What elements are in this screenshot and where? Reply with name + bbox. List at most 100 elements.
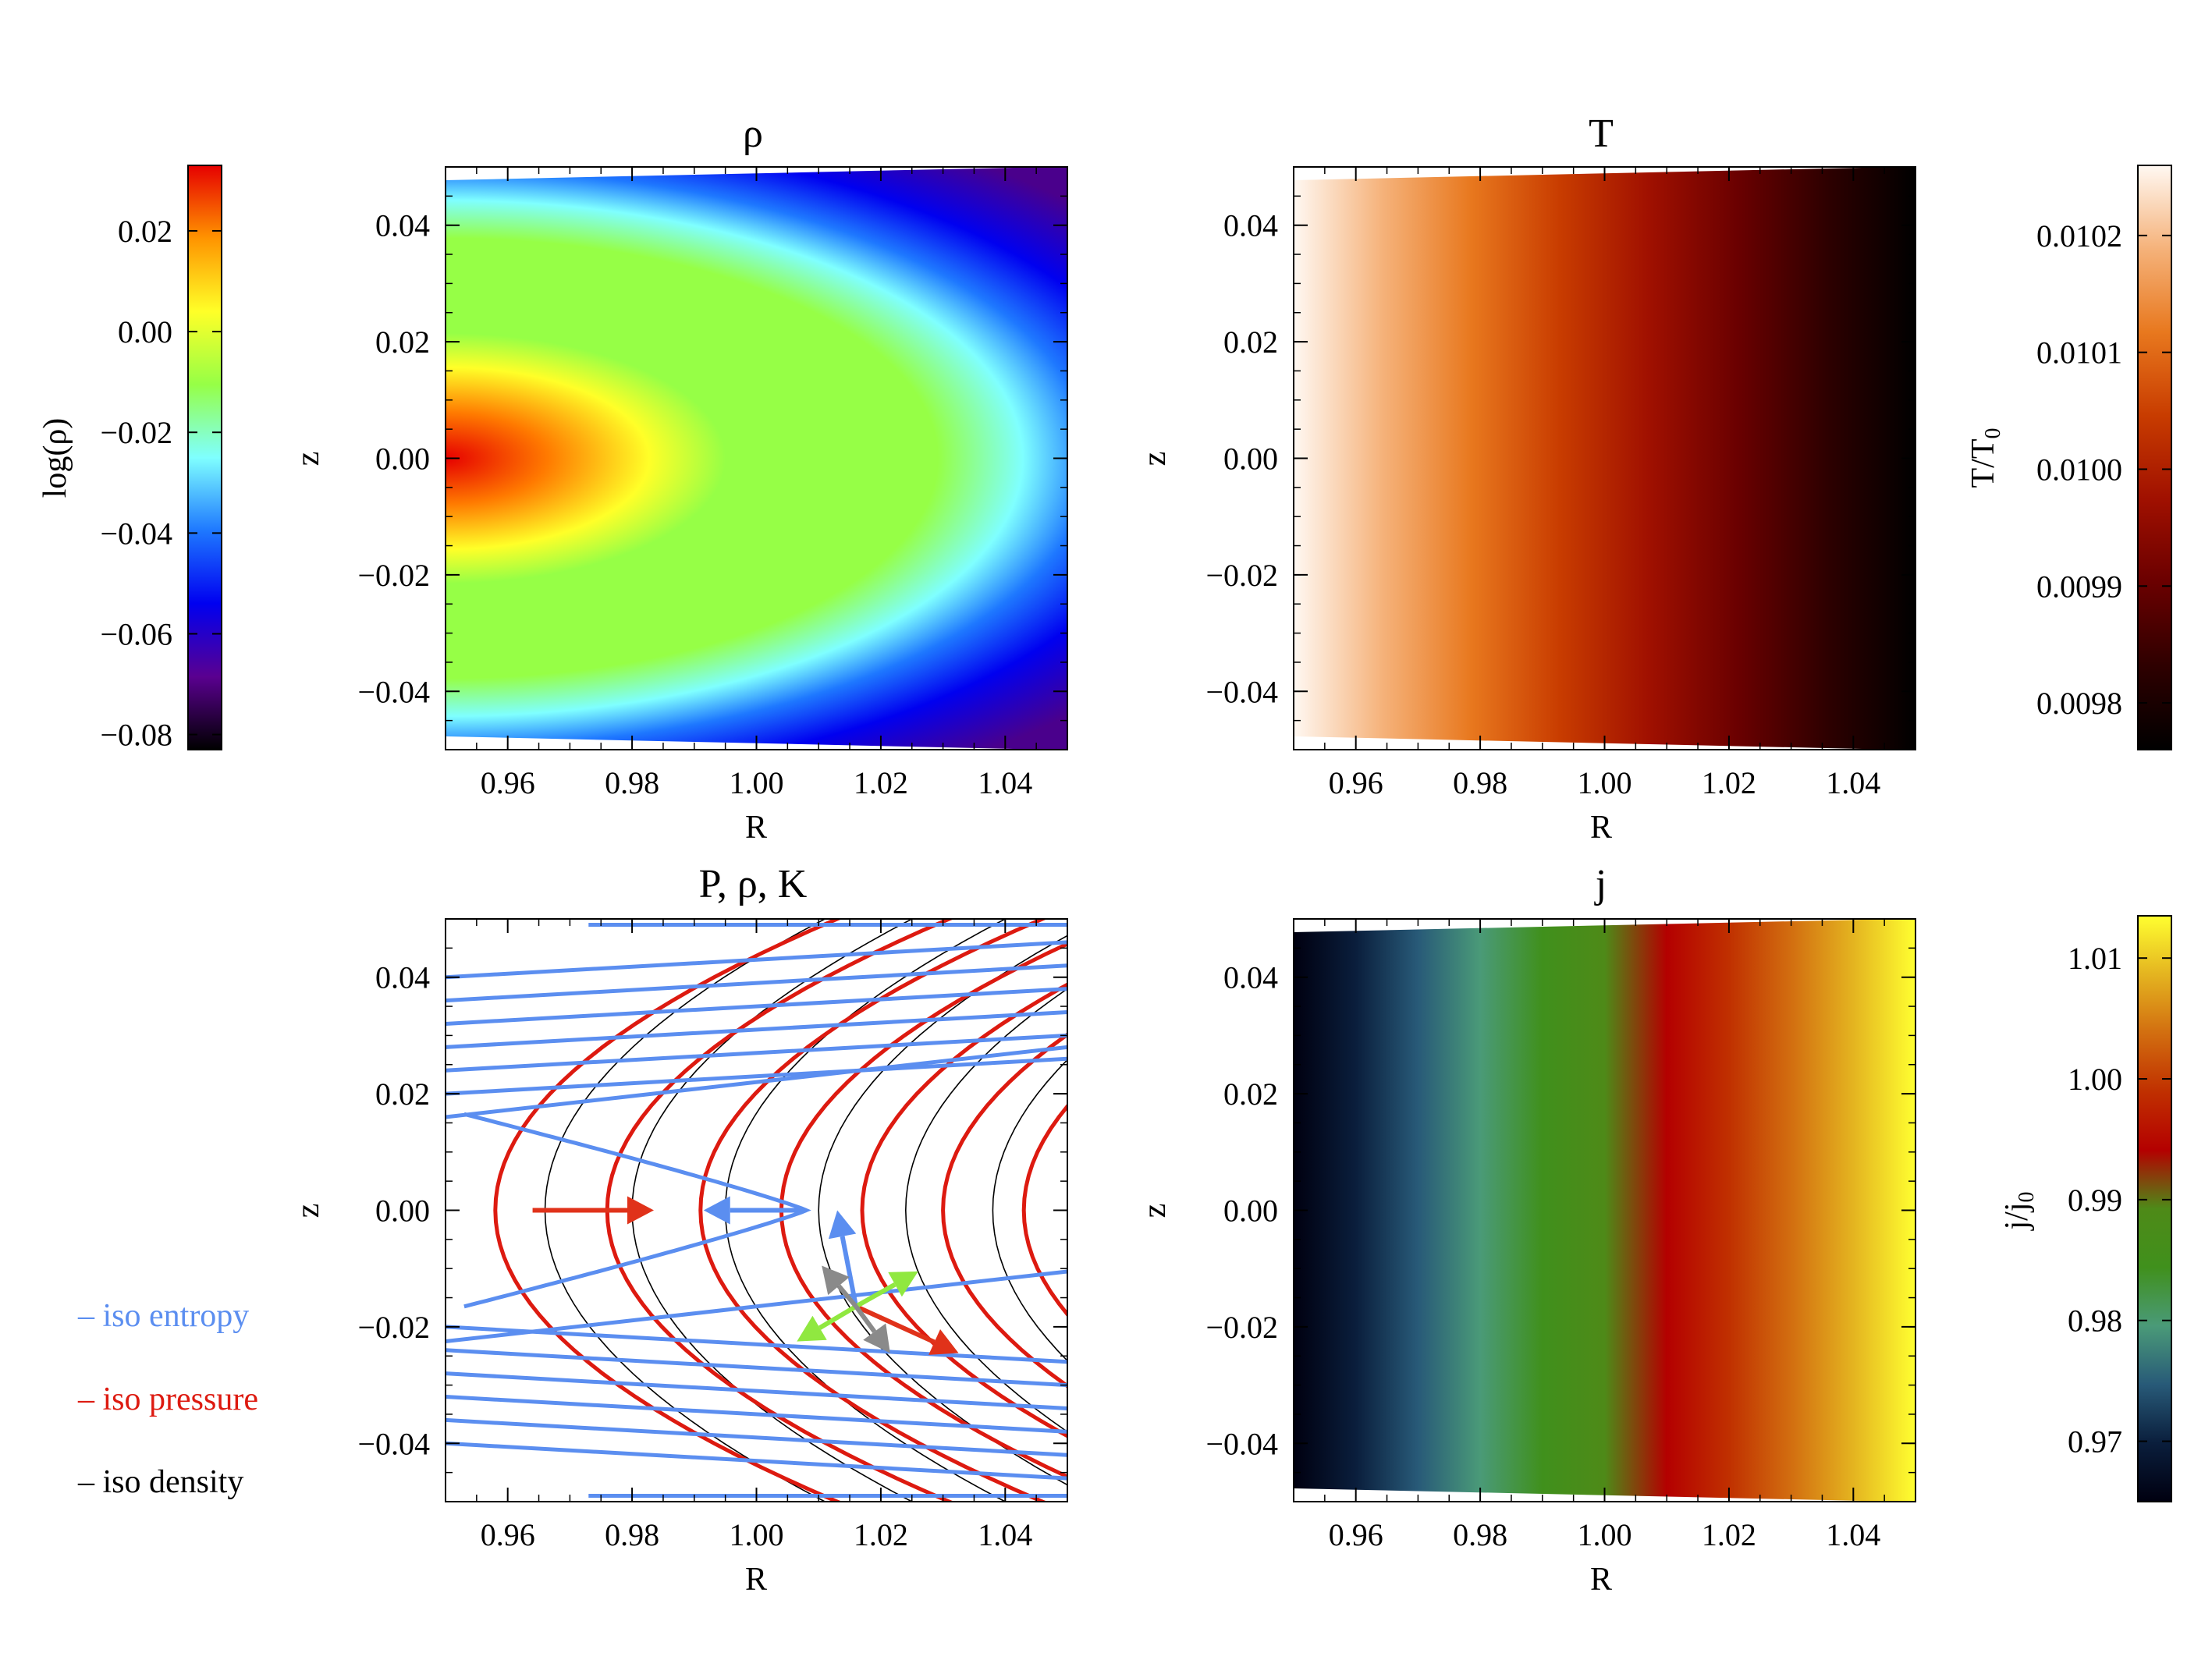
colorbar-tick-label: 1.00 — [2068, 1062, 2122, 1097]
domain-mask — [1294, 167, 1898, 180]
iso-entropy-line — [446, 1348, 1067, 1388]
iso-entropy-line — [446, 1045, 1067, 1119]
y-tick-label: −0.04 — [1205, 1426, 1278, 1461]
colorbar-tick-label: −0.08 — [100, 718, 172, 753]
iso-pressure-line — [493, 919, 843, 1502]
density-gradient-arrow — [797, 1304, 857, 1342]
domain-mask — [1294, 736, 1898, 750]
x-tick-label: 0.98 — [605, 1517, 659, 1552]
x-axis-label-temperature: R — [1590, 810, 1612, 846]
domain-mask — [446, 736, 1049, 750]
iso-pressure-line — [941, 1032, 1067, 1389]
iso-pressure-line — [698, 919, 1048, 1502]
colorbar-tick-label: 1.01 — [2068, 941, 2122, 976]
iso-entropy-line — [446, 1269, 1067, 1344]
colorbar-tick-label: 0.0101 — [2036, 335, 2122, 371]
angular-momentum-arrow — [822, 1265, 858, 1308]
domain-mask — [1294, 919, 1898, 932]
panel-contours: P, ρ, K 0.96 0.98 1.00 1.02 1.04 0.04 0.02 0.00… — [77, 862, 1068, 1598]
colorbar-tick-label: 0.0100 — [2036, 452, 2122, 487]
iso-entropy-line — [446, 940, 1067, 980]
colorbar-tick-label: 0.98 — [2068, 1304, 2122, 1339]
y-tick-label: 0.00 — [1223, 442, 1278, 477]
x-axis-label-j: R — [1590, 1562, 1612, 1598]
y-tick-label: 0.00 — [1223, 1194, 1278, 1229]
colorbar-frame — [2137, 915, 2172, 1502]
colorbar-tick-label: −0.02 — [100, 415, 172, 450]
iso-density-line — [992, 1059, 1067, 1362]
panel-title-temperature: T — [1589, 112, 1614, 156]
colorbar-tick-label: 0.00 — [118, 314, 172, 349]
density-heatmap — [446, 167, 1067, 750]
x-tick-label: 1.02 — [854, 1517, 908, 1552]
x-axis-label-contours: R — [745, 1562, 767, 1598]
j-heatmap — [1294, 919, 1916, 1502]
x-tick-label: 1.00 — [730, 1517, 784, 1552]
y-tick-label: −0.02 — [357, 558, 430, 593]
domain-mask — [1294, 1488, 1898, 1502]
colorbar-tick-label: 0.97 — [2068, 1424, 2122, 1460]
colorbar-tick-label: 0.99 — [2068, 1183, 2122, 1218]
x-tick-label: 0.98 — [605, 765, 659, 800]
iso-pressure-line — [860, 982, 1067, 1438]
x-tick-label: 1.00 — [1578, 1517, 1632, 1552]
colorbar-label-density: log(ρ) — [37, 418, 73, 498]
iso-pressure-line — [1021, 1103, 1067, 1318]
y-tick-label: 0.02 — [1223, 1077, 1278, 1112]
domain-mask — [446, 167, 1049, 180]
colorbar-tick-label: 0.0102 — [2036, 218, 2122, 254]
x-tick-label: 0.96 — [1329, 1517, 1383, 1552]
entropy-gradient-arrow — [703, 1196, 807, 1225]
density-gradient-arrow — [854, 1271, 918, 1309]
x-tick-label: 1.00 — [1578, 765, 1632, 800]
legend-entry: – iso density — [77, 1464, 243, 1500]
legend-entry: – iso pressure — [77, 1382, 258, 1417]
colorbar-tick-label: 0.0099 — [2036, 569, 2122, 604]
y-axis-label-j: z — [1137, 1204, 1173, 1218]
y-axis-label-density: z — [290, 452, 326, 466]
panel-density: ρ 0.96 0.98 1.00 1.02 1.04 0.04 0.02 0.00 −0.02 −… — [37, 112, 1068, 846]
panel-angular-momentum: j 0.96 0.98 1.00 1.02 1.04 0.04 0.02 0.00 −0.02 −… — [1137, 862, 2172, 1598]
angular-momentum-arrow — [854, 1304, 890, 1353]
x-tick-label: 0.98 — [1453, 765, 1507, 800]
colorbar-tick-label: −0.06 — [100, 616, 172, 651]
y-tick-label: −0.04 — [357, 1426, 430, 1461]
iso-entropy-line — [446, 1441, 1067, 1481]
entropy-gradient-arrow — [828, 1210, 858, 1307]
iso-entropy-line — [446, 1395, 1067, 1434]
y-tick-label: 0.04 — [375, 960, 430, 995]
iso-entropy-line — [446, 1371, 1067, 1410]
x-tick-label: 0.98 — [1453, 1517, 1507, 1552]
x-tick-label: 1.04 — [1826, 1517, 1880, 1552]
iso-density-line — [904, 988, 1067, 1433]
y-tick-label: −0.02 — [1205, 558, 1278, 593]
y-tick-label: −0.04 — [1205, 674, 1278, 709]
y-tick-label: 0.04 — [1223, 208, 1278, 243]
x-tick-label: 1.04 — [1826, 765, 1880, 800]
y-tick-label: 0.02 — [375, 325, 430, 360]
density-colorbar — [188, 165, 222, 750]
x-tick-label: 1.04 — [978, 765, 1032, 800]
colorbar-tick-label: −0.04 — [100, 516, 172, 551]
y-tick-label: 0.00 — [375, 442, 430, 477]
x-tick-label: 1.02 — [854, 765, 908, 800]
x-tick-label: 1.02 — [1702, 1517, 1756, 1552]
x-tick-label: 1.00 — [730, 765, 784, 800]
temperature-heatmap — [1294, 167, 1916, 750]
y-axis-label-temperature: z — [1137, 452, 1173, 466]
colorbar-frame — [2137, 165, 2172, 750]
colorbar-label-temperature: T/T0 — [1965, 428, 2005, 488]
iso-entropy-line — [446, 1010, 1067, 1049]
iso-entropy-line — [463, 1112, 811, 1309]
colorbar-tick-label: 0.0098 — [2036, 686, 2122, 721]
y-tick-label: 0.04 — [375, 208, 430, 243]
y-tick-label: 0.02 — [375, 1077, 430, 1112]
j-colorbar — [2138, 916, 2171, 1502]
panel-title-contours: P, ρ, K — [699, 862, 808, 906]
y-tick-label: −0.02 — [1205, 1310, 1278, 1345]
pressure-gradient-arrow — [532, 1196, 654, 1225]
y-tick-label: 0.00 — [375, 1194, 430, 1229]
temperature-colorbar — [2138, 165, 2171, 750]
legend-entry: – iso entropy — [77, 1298, 249, 1334]
